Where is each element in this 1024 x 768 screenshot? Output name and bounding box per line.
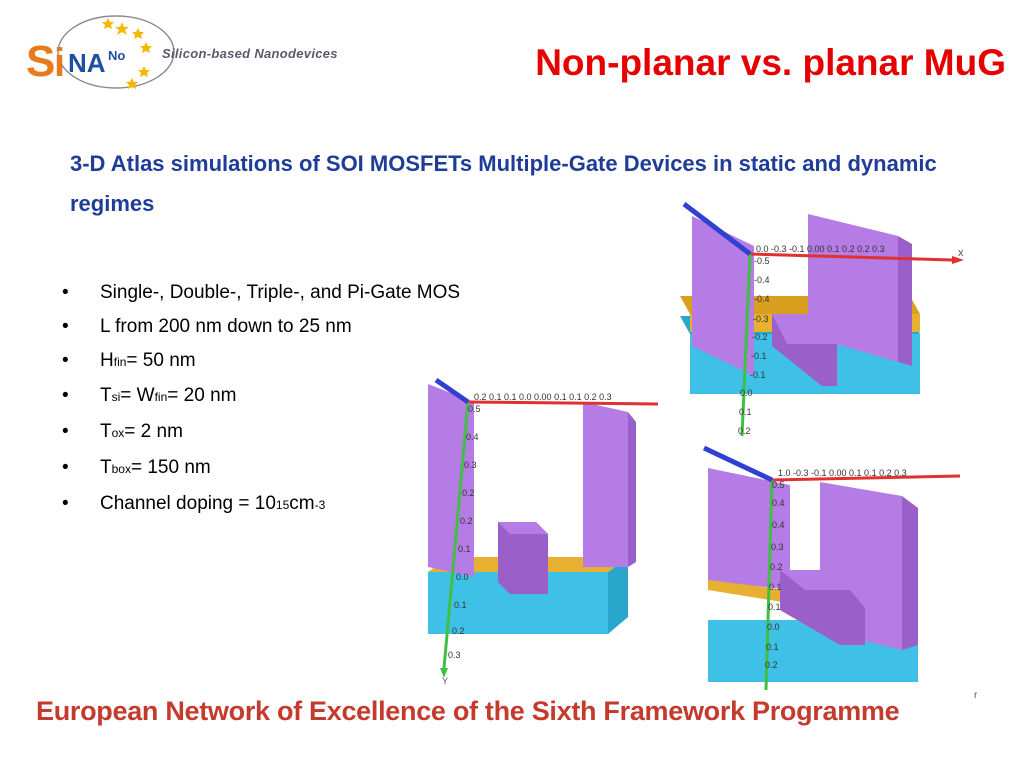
y-tick-label: -0.4 bbox=[754, 294, 770, 304]
y-tick-label: 0.5 bbox=[772, 480, 785, 490]
y-tick-label: 0.2 bbox=[738, 426, 751, 436]
x-tick-labels: 0.2 0.1 0.1 0.0 0.00 0.1 0.1 0.2 0.3 bbox=[474, 392, 612, 402]
x-tick-labels: 1.0 -0.3 -0.1 0.00 0.1 0.1 0.2 0.3 bbox=[778, 468, 907, 478]
stray-mark: r bbox=[974, 690, 978, 701]
y-tick-label: 0.1 bbox=[739, 407, 752, 417]
y-tick-label: 0.1 bbox=[769, 582, 782, 592]
y-tick-label: -0.5 bbox=[754, 256, 770, 266]
bullet-item: • Single-, Double-, Triple-, and Pi-Gate … bbox=[62, 282, 461, 303]
logo-tagline: Silicon-based Nanodevices bbox=[162, 46, 338, 61]
svg-text:NA: NA bbox=[68, 48, 106, 78]
y-tick-label: 0.4 bbox=[772, 498, 785, 508]
x-tick-labels: 0.0 -0.3 -0.1 0.00 0.1 0.2 0.2 0.3 bbox=[756, 244, 885, 254]
mosfet-3d-figure-bottom: 1.0 -0.3 -0.1 0.00 0.1 0.1 0.2 0.3 0.5 0… bbox=[702, 445, 961, 691]
mosfet-3d-figure-top: x 0.0 -0.3 -0.1 0.00 0.1 0.2 0.2 0.3 -0.… bbox=[680, 202, 964, 437]
bullet-item: • Channel doping = 10 15 cm -3 bbox=[62, 492, 326, 514]
y-tick-label: -0.2 bbox=[752, 332, 768, 342]
y-tick-label: 0.1 bbox=[454, 600, 467, 610]
y-tick-label: 0.3 bbox=[464, 460, 477, 470]
y-tick-label: 0.1 bbox=[766, 642, 779, 652]
logo-graphic: S i NA No bbox=[26, 15, 175, 89]
y-tick-label: 0.2 bbox=[765, 660, 778, 670]
y-tick-label: 0.5 bbox=[468, 404, 481, 414]
y-tick-label: -0.3 bbox=[753, 314, 769, 324]
bullet-list: • Single-, Double-, Triple-, and Pi-Gate … bbox=[62, 276, 460, 523]
y-tick-label: 0.3 bbox=[448, 650, 461, 660]
svg-text:i: i bbox=[54, 41, 65, 85]
sinano-logo: S i NA No bbox=[18, 10, 398, 100]
y-tick-label: 0.4 bbox=[466, 432, 479, 442]
y-tick-label: 0.0 bbox=[740, 388, 753, 398]
slide-subtitle: 3-D Atlas simulations of SOI MOSFETs Mul… bbox=[70, 151, 937, 216]
y-tick-label: 0.2 bbox=[770, 562, 783, 572]
bullet-item: • L from 200 nm down to 25 nm bbox=[62, 315, 352, 337]
y-tick-label: 0.2 bbox=[452, 626, 465, 636]
y-axis-label: Y bbox=[442, 676, 448, 684]
y-tick-label: 0.1 bbox=[458, 544, 471, 554]
footer-text: European Network of Excellence of the Si… bbox=[36, 696, 900, 726]
y-tick-label: 0.3 bbox=[771, 542, 784, 552]
y-tick-label: -0.1 bbox=[751, 351, 767, 361]
y-tick-label: -0.4 bbox=[754, 275, 770, 285]
y-tick-label: 0.2 bbox=[460, 516, 473, 526]
y-tick-label: 0.2 bbox=[462, 488, 475, 498]
svg-text:S: S bbox=[26, 37, 55, 86]
y-tick-label: 0.1 bbox=[768, 602, 781, 612]
x-axis-label: x bbox=[958, 247, 964, 259]
page-title: Non-planar vs. planar MuG bbox=[535, 42, 1006, 83]
svg-text:No: No bbox=[108, 48, 125, 63]
mosfet-3d-figure-left: 0.2 0.1 0.1 0.0 0.00 0.1 0.1 0.2 0.3 0.5… bbox=[428, 377, 659, 684]
y-tick-label: 0.0 bbox=[767, 622, 780, 632]
y-tick-label: -0.1 bbox=[750, 370, 766, 380]
y-tick-label: 0.0 bbox=[456, 572, 469, 582]
y-tick-label: 0.4 bbox=[772, 520, 785, 530]
